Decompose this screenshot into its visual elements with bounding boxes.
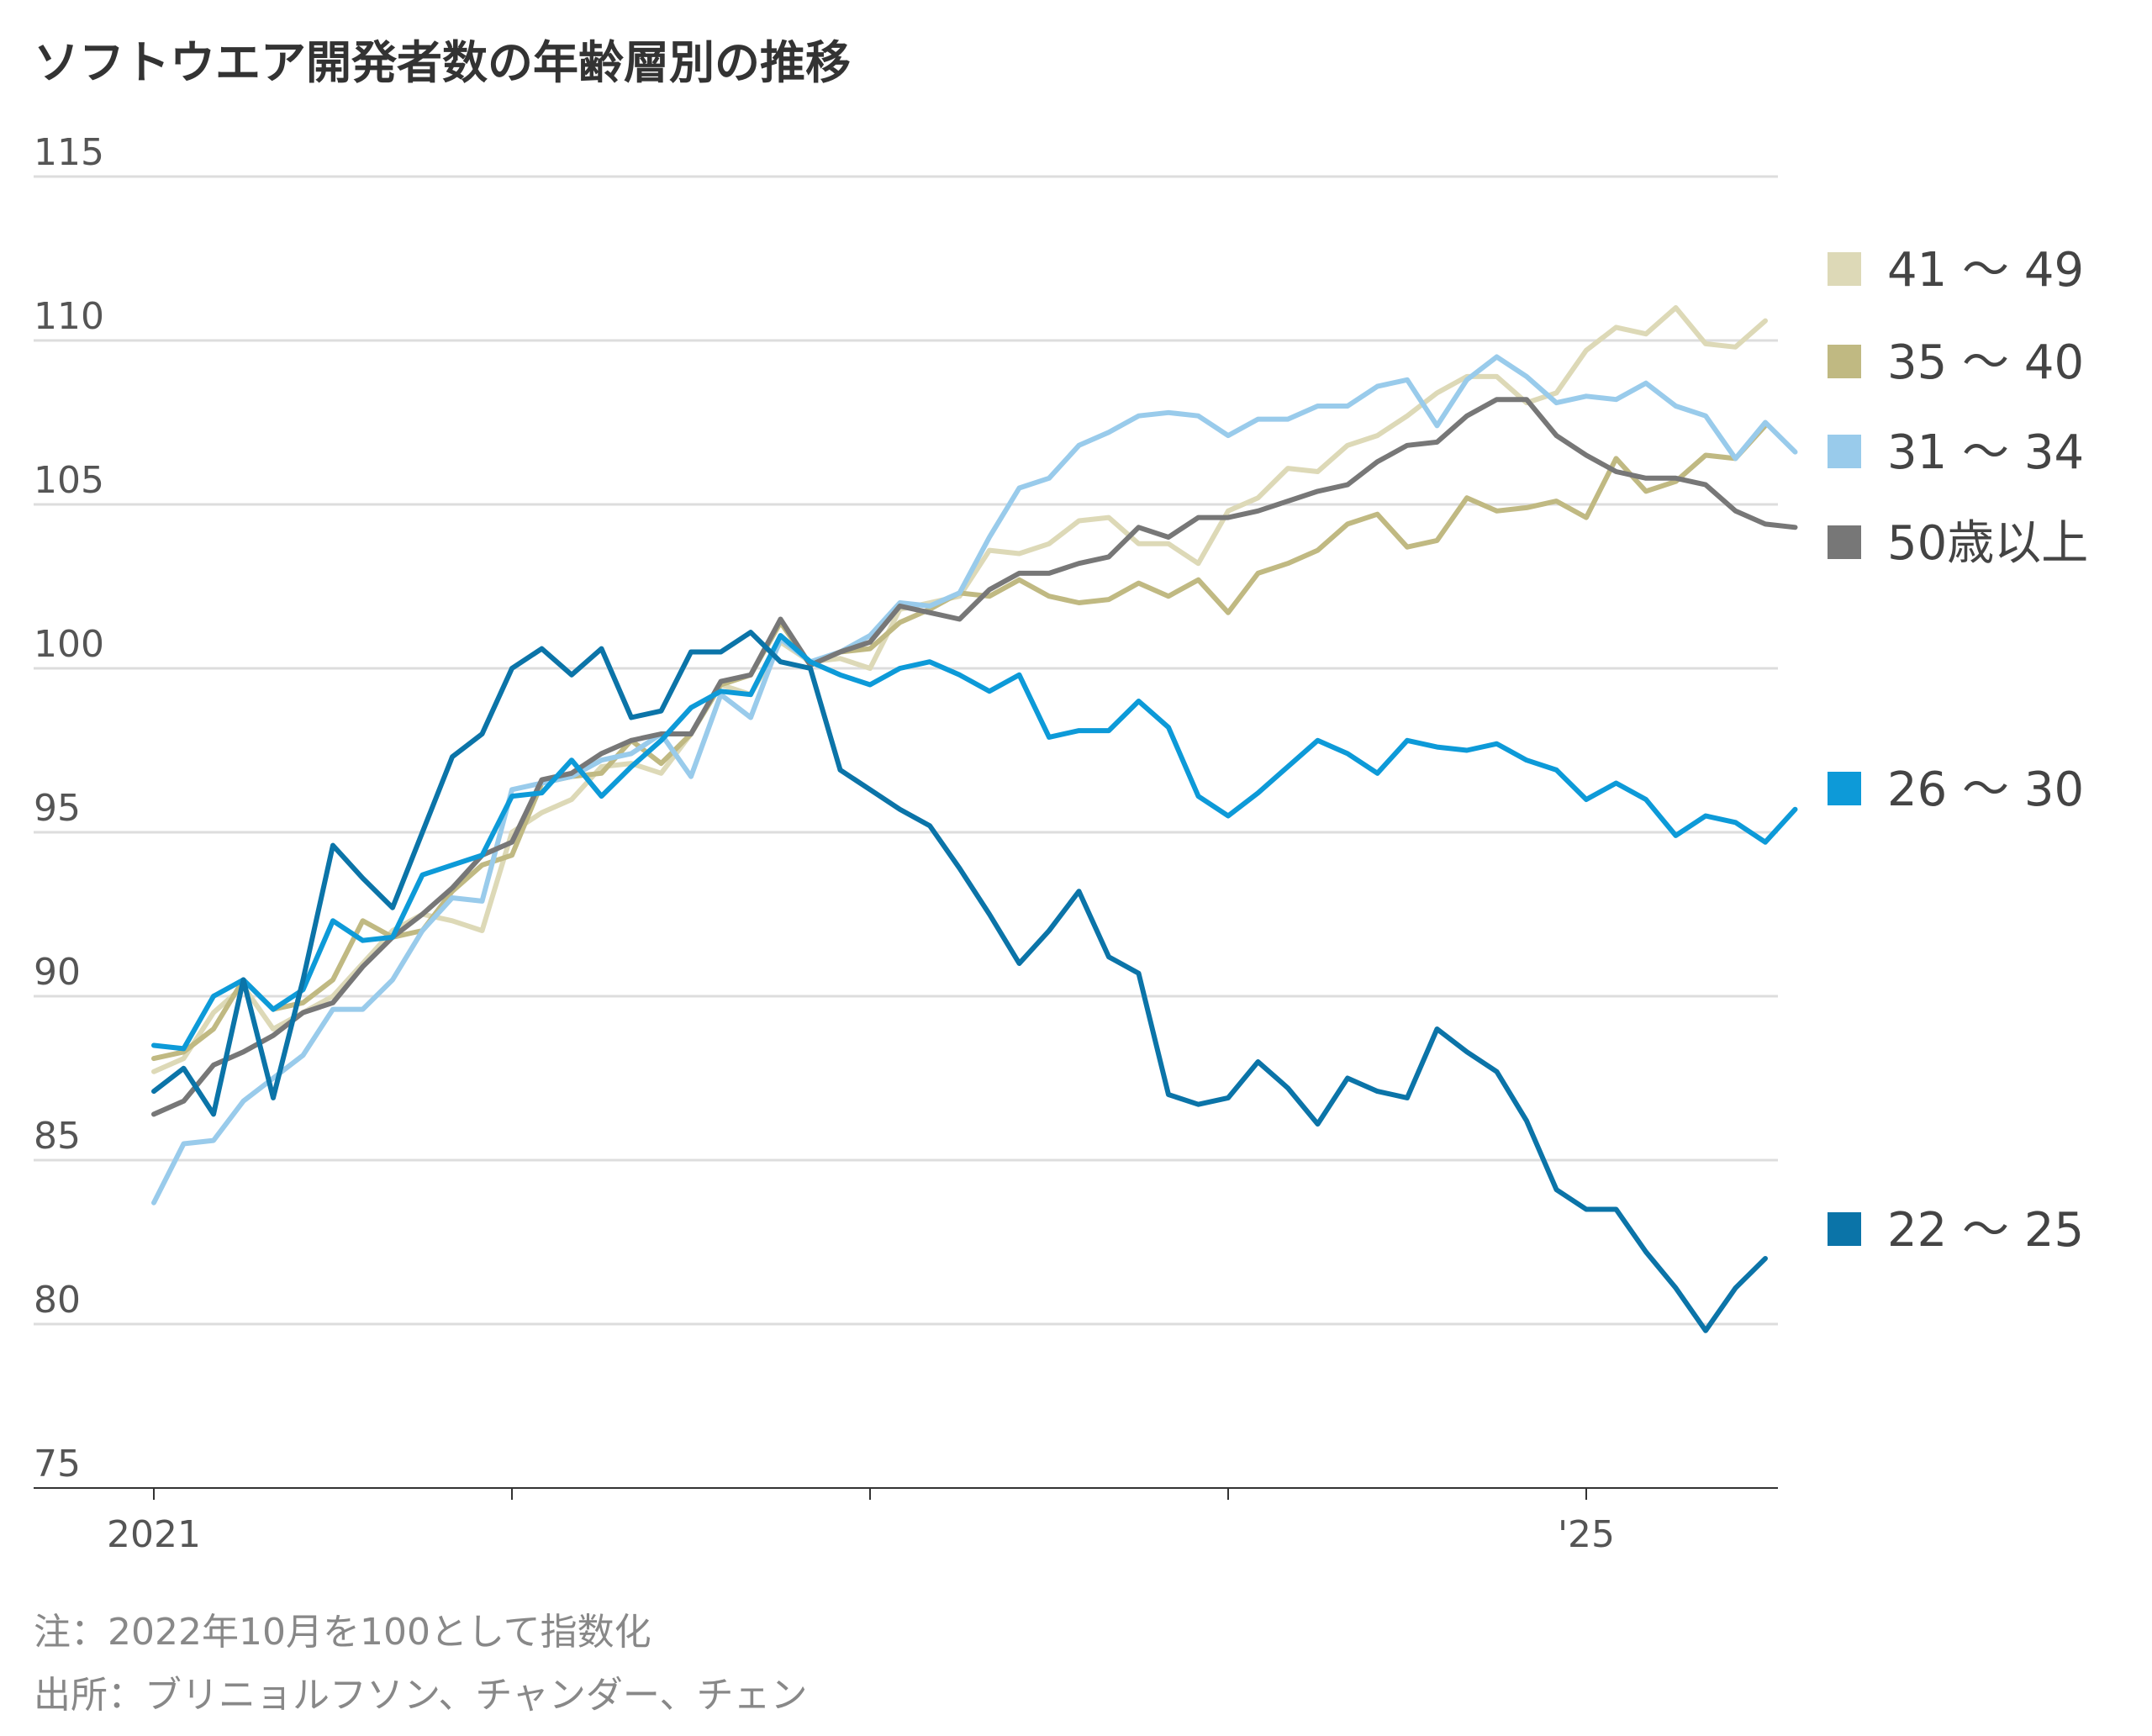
legend: 41 ～ 49 35 ～ 40 31 ～ 34 50歳以上 26 ～ 30 22 ～ 25 — [1828, 243, 2088, 1258]
y-tick-label: 90 — [34, 951, 81, 994]
legend-label: 31 ～ 34 — [1887, 425, 2084, 480]
chart-title: ソフトウエア開発者数の年齢層別の推移 — [34, 36, 851, 89]
legend-swatch — [1828, 345, 1861, 378]
series-line — [151, 397, 1798, 1117]
legend-swatch — [1828, 1212, 1861, 1246]
gridlines — [34, 175, 1778, 1489]
y-tick-label: 80 — [34, 1279, 81, 1322]
y-tick-label: 95 — [34, 787, 81, 830]
y-tick-label: 115 — [34, 131, 104, 174]
series-lines — [151, 305, 1798, 1333]
y-tick-label: 75 — [34, 1443, 81, 1485]
legend-label: 41 ～ 49 — [1887, 243, 2084, 298]
source-note: 出所：ブリニョルフソン、チャンダー、チェン — [34, 1674, 808, 1717]
legend-label: 35 ～ 40 — [1887, 335, 2084, 390]
y-axis-ticks: 75 80 85 90 95 100 105 110 115 — [34, 131, 104, 1485]
series-line — [151, 633, 1798, 1052]
series-line — [151, 630, 1768, 1333]
legend-swatch — [1828, 525, 1861, 559]
legend-label: 50歳以上 — [1887, 516, 2088, 571]
x-axis: 2021 '25 — [107, 1488, 1615, 1556]
y-tick-label: 110 — [34, 295, 104, 338]
y-tick-label: 100 — [34, 623, 104, 666]
legend-swatch — [1828, 252, 1861, 286]
series-line — [151, 305, 1768, 1074]
legend-label: 26 ～ 30 — [1887, 762, 2084, 817]
legend-swatch — [1828, 435, 1861, 468]
y-tick-label: 85 — [34, 1115, 81, 1158]
x-tick-label: '25 — [1558, 1513, 1615, 1556]
x-tick-label: 2021 — [107, 1513, 201, 1556]
legend-swatch — [1828, 772, 1861, 805]
y-tick-label: 105 — [34, 459, 104, 502]
legend-label: 22 ～ 25 — [1887, 1203, 2084, 1258]
series-line — [151, 423, 1768, 1062]
footnote: 注：2022年10月を100として指数化 — [34, 1611, 651, 1654]
series-line — [151, 354, 1798, 1206]
